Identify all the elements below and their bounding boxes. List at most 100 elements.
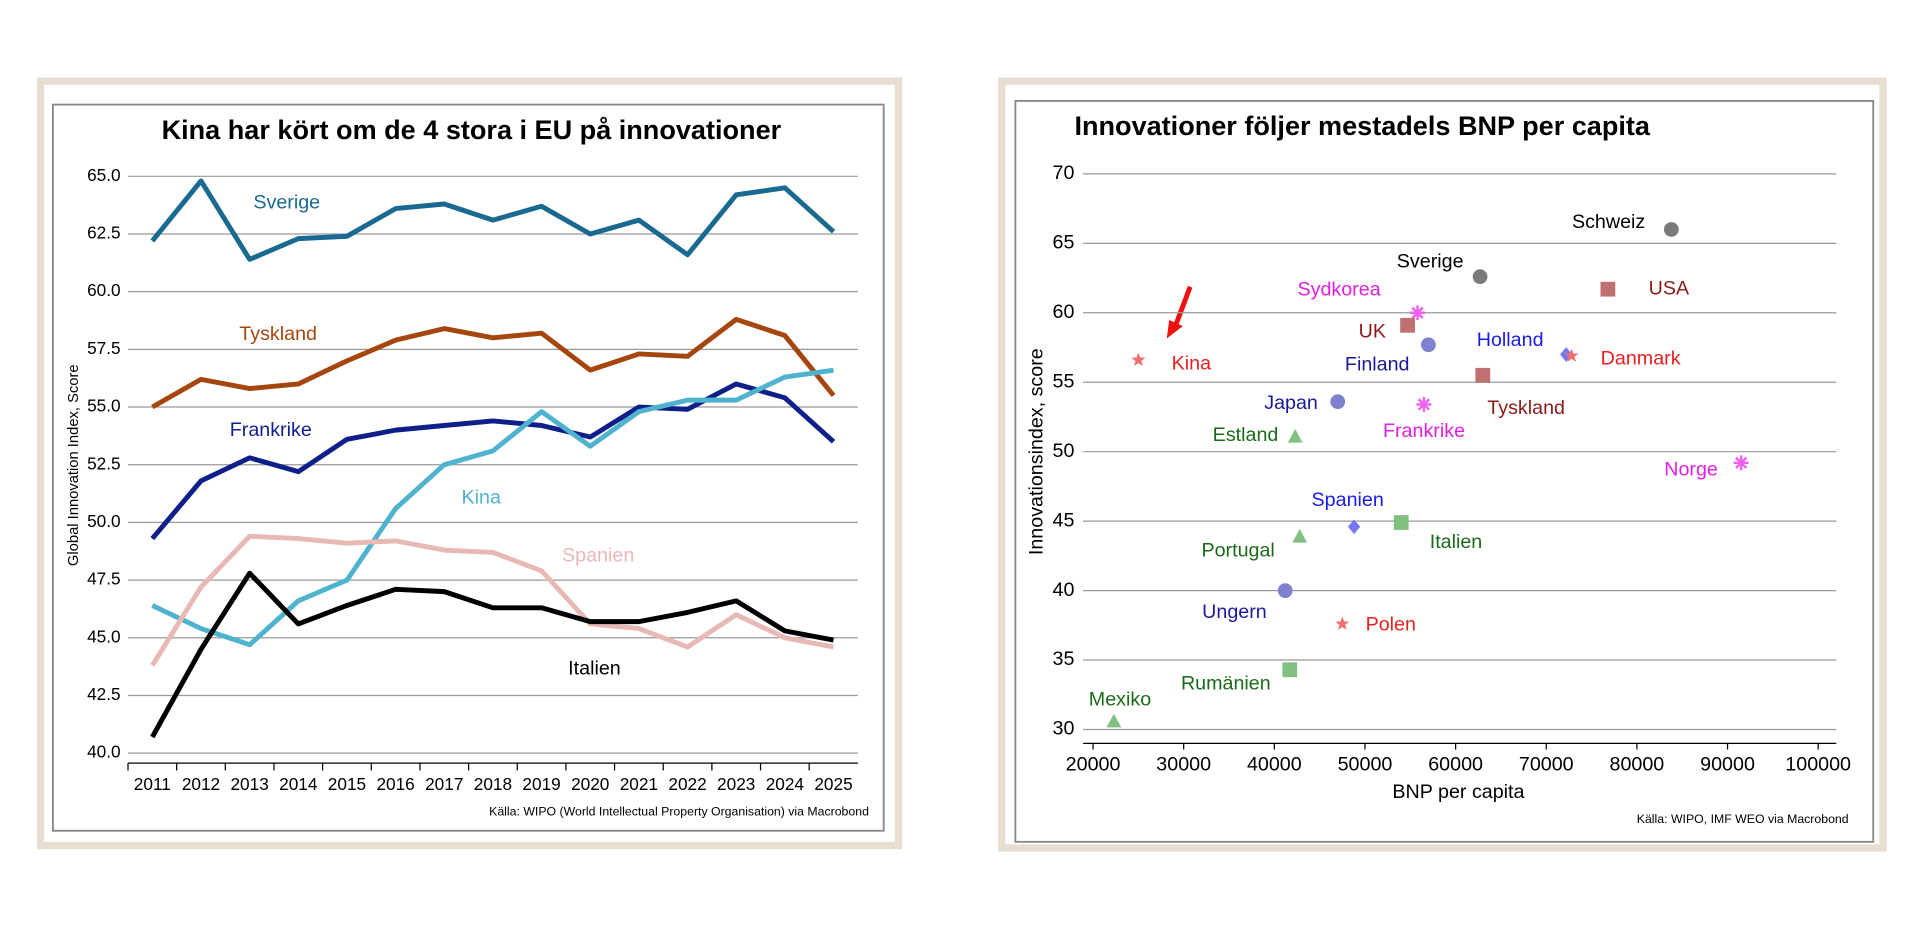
x-tick-label: 30000: [1156, 754, 1211, 776]
scatter-point: [1663, 222, 1679, 237]
y-tick-label: 60: [1053, 301, 1075, 323]
series-line: [151, 367, 834, 648]
scatter-point: [1106, 713, 1122, 728]
point-label: Frankrike: [1383, 420, 1465, 442]
arrow: [1173, 285, 1193, 328]
y-tick-label: 50.0: [87, 511, 121, 531]
scatter-point: [1416, 397, 1432, 412]
y-tick-label: 45: [1053, 509, 1075, 531]
y-tick-label: 62.5: [87, 223, 121, 243]
x-tick-label: 20000: [1066, 754, 1121, 776]
panel-frame: [36, 77, 903, 850]
x-tick-label: 2021: [620, 774, 658, 794]
point-label: Sverige: [1397, 250, 1464, 272]
x-tick-label: 2023: [717, 774, 755, 794]
y-tick-label: 65.0: [87, 165, 121, 185]
point-label: Rumänien: [1181, 673, 1271, 695]
series-label: Kina: [462, 487, 501, 509]
series-label: Italien: [568, 658, 621, 680]
point-label: Norge: [1664, 458, 1718, 480]
series-line: [150, 570, 834, 739]
scatter-point: [1330, 394, 1346, 410]
x-tick-label: 2015: [328, 774, 366, 794]
y-tick-label: 60.0: [87, 280, 121, 300]
point-label: Schweiz: [1572, 211, 1645, 233]
series-line: [151, 316, 836, 410]
x-tick-label: 90000: [1700, 754, 1755, 776]
point-label: Ungern: [1202, 601, 1267, 623]
x-tick-label: 2017: [425, 774, 463, 794]
y-axis-title: Global Innovation Index, Score: [66, 364, 82, 566]
panel-frame: [998, 77, 1887, 852]
y-tick-label: 65: [1053, 232, 1075, 254]
scatter-point: [1475, 367, 1491, 383]
series-line: [150, 178, 836, 262]
point-label: UK: [1359, 321, 1386, 343]
point-label: Estland: [1213, 424, 1279, 446]
scatter-point: [1393, 515, 1409, 530]
series-line: [150, 533, 834, 667]
x-tick-label: 40000: [1247, 754, 1302, 776]
series-label: Spanien: [562, 545, 634, 567]
point-label: Polen: [1366, 613, 1416, 635]
point-label: Kina: [1172, 353, 1211, 375]
y-tick-label: 40: [1053, 579, 1075, 601]
scatter-point: [1472, 269, 1488, 285]
x-tick-label: 2016: [376, 774, 414, 794]
y-tick-label: 52.5: [87, 453, 121, 473]
x-tick-label: 60000: [1428, 754, 1483, 776]
point-label: Danmark: [1601, 348, 1681, 370]
scatter-point: [1335, 616, 1350, 630]
x-tick-label: 80000: [1610, 754, 1665, 776]
y-tick-label: 35: [1053, 648, 1075, 670]
series-label: Sverige: [253, 191, 320, 213]
series-label: Tyskland: [239, 323, 317, 345]
point-label: Spanien: [1312, 489, 1384, 511]
scatter-point: [1400, 317, 1415, 333]
point-label: USA: [1649, 277, 1690, 299]
scatter-point: [1277, 583, 1293, 598]
x-tick-label: 2011: [134, 774, 171, 794]
scatter-point: [1282, 662, 1298, 678]
x-tick-label: 2024: [766, 774, 805, 794]
panel-border: [52, 103, 885, 832]
source: Källa: WIPO, IMF WEO via Macrobond: [1637, 812, 1849, 826]
scatter-point: [1287, 429, 1303, 443]
x-tick-label: 2013: [230, 774, 268, 794]
point-label: Holland: [1477, 329, 1544, 351]
y-tick-label: 45.0: [87, 626, 121, 646]
x-axis-title: BNP per capita: [1392, 781, 1524, 803]
point-label: Japan: [1264, 392, 1318, 414]
scatter-point: [1733, 455, 1749, 471]
arrow-head: [1166, 320, 1183, 339]
x-tick-label: 2025: [814, 774, 852, 794]
panel-border: [1014, 100, 1875, 843]
x-tick-label: 70000: [1519, 754, 1574, 776]
y-tick-label: 47.5: [87, 569, 121, 589]
x-tick-label: 50000: [1338, 754, 1393, 776]
x-tick-label: 2020: [571, 774, 609, 794]
scatter-point: [1347, 519, 1361, 535]
chart-title: Kina har kört om de 4 stora i EU på inno…: [162, 114, 782, 145]
chart-title: Innovationer följer mestadels BNP per ca…: [1074, 110, 1650, 141]
series-label: Frankrike: [230, 419, 312, 441]
point-label: Tyskland: [1487, 397, 1565, 419]
y-axis-title: Innovationsindex, score: [1026, 348, 1048, 555]
scatter-point: [1564, 348, 1579, 362]
scatter-point: [1292, 529, 1308, 543]
source: Källa: WIPO (World Intellectual Property…: [489, 805, 869, 819]
x-tick-label: 2012: [182, 774, 220, 794]
x-tick-label: 2022: [668, 774, 706, 794]
scatter-point: [1600, 281, 1616, 297]
point-label: Portugal: [1201, 540, 1274, 562]
y-tick-label: 55.0: [87, 396, 121, 416]
y-tick-label: 40.0: [87, 742, 121, 762]
y-tick-label: 55: [1053, 370, 1075, 392]
y-tick-label: 70: [1053, 162, 1075, 184]
y-tick-label: 57.5: [87, 338, 121, 358]
y-tick-label: 30: [1053, 718, 1075, 740]
point-label: Italien: [1430, 531, 1483, 553]
x-tick-label: 2019: [522, 774, 560, 794]
x-tick-label: 100000: [1785, 754, 1851, 776]
scatter-point: [1421, 337, 1436, 353]
